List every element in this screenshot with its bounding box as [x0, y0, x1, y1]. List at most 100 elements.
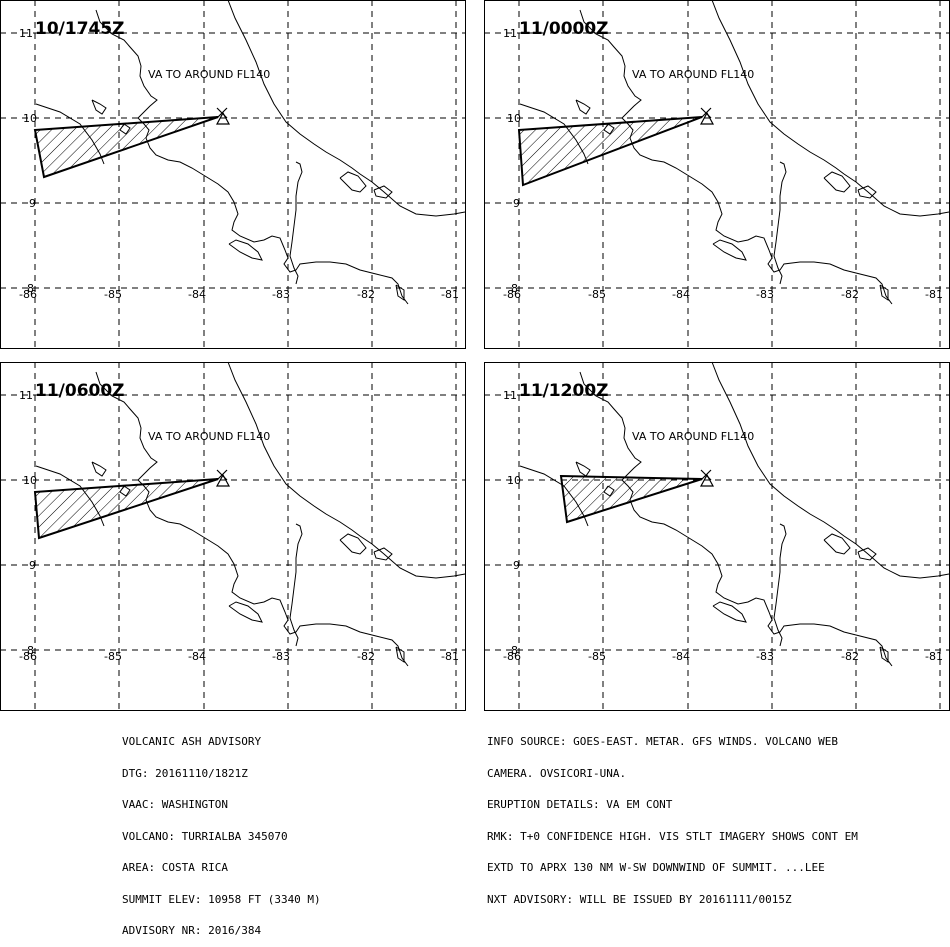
- coastline: [339, 171, 367, 193]
- latitude-label: 11: [503, 27, 517, 40]
- latitude-label: 10: [507, 112, 521, 125]
- volcano-x-icon: [700, 469, 712, 481]
- ash-cloud-outline: [33, 478, 219, 540]
- panel-frame: [0, 0, 466, 349]
- coastline: [228, 601, 263, 623]
- info-line: INFO SOURCE: GOES-EAST. METAR. GFS WINDS…: [487, 735, 838, 748]
- coastline: [95, 371, 409, 667]
- coastline: [575, 99, 591, 115]
- coastline: [227, 361, 466, 579]
- longitude-label: -86: [19, 288, 37, 301]
- map-panel: 11/1200Z VA TO AROUND FL140 11 10 9 8-86 -85 -8…: [484, 361, 950, 711]
- coastline: [373, 547, 393, 561]
- info-line: RMK: T+0 CONFIDENCE HIGH. VIS STLT IMAGE…: [487, 829, 858, 843]
- longitude-label: -81: [925, 288, 943, 301]
- coastline: [91, 461, 107, 477]
- latitude-label: 8: [511, 282, 518, 295]
- longitude-label: -85: [104, 650, 122, 663]
- panel-frame: [484, 0, 950, 349]
- longitude-label: -84: [188, 650, 206, 663]
- coastline: [373, 185, 393, 199]
- info-line: NXT ADVISORY: WILL BE ISSUED BY 20161111…: [487, 892, 792, 906]
- info-line: DTG: 20161110/1821Z: [122, 766, 248, 780]
- panel-frame: [484, 362, 950, 711]
- map-panel: 10/1745Z VA TO AROUND FL140 11 10 9 8-86 -85 -8…: [0, 0, 466, 349]
- ash-cloud-outline: [33, 116, 219, 179]
- info-line: SUMMIT ELEV: 10958 FT (3340 M): [122, 892, 321, 906]
- coastline: [773, 523, 787, 647]
- coastline: [289, 161, 303, 285]
- longitude-label: -83: [756, 650, 774, 663]
- longitude-label: -81: [441, 288, 459, 301]
- longitude-label: -85: [588, 288, 606, 301]
- va-level-label: VA TO AROUND FL140: [148, 430, 270, 443]
- longitude-label: -86: [503, 650, 521, 663]
- panel-time-label: 11/0600Z: [35, 381, 125, 401]
- volcano-x-icon: [216, 107, 228, 119]
- longitude-label: -84: [188, 288, 206, 301]
- latitude-label: 8: [511, 644, 518, 657]
- coastline: [579, 371, 893, 667]
- advisory-info-left: VOLCANIC ASH ADVISORY DTG: 20161110/1821…: [122, 716, 321, 947]
- longitude-label: -82: [841, 650, 859, 663]
- coastline: [339, 533, 367, 555]
- coastline: [289, 523, 303, 647]
- longitude-label: -85: [104, 288, 122, 301]
- coastline: [879, 646, 889, 663]
- coastline: [823, 533, 851, 555]
- coastline: [857, 185, 877, 199]
- info-line: VAAC: WASHINGTON: [122, 798, 228, 811]
- latitude-label: 10: [507, 474, 521, 487]
- latitude-label: 8: [27, 282, 34, 295]
- longitude-label: -81: [441, 650, 459, 663]
- info-line: AREA: COSTA RICA: [122, 861, 228, 874]
- panel-time-label: 10/1745Z: [35, 19, 125, 39]
- info-line: CAMERA. OVSICORI-UNA.: [487, 766, 627, 780]
- coastline: [579, 9, 893, 305]
- latitude-label: 11: [19, 389, 33, 402]
- coastline: [95, 9, 409, 305]
- map-panel: 11/0600Z VA TO AROUND FL140 11 10 9 8-86 -85 -8…: [0, 361, 466, 711]
- info-line: VOLCANIC ASH ADVISORY: [122, 735, 262, 748]
- longitude-label: -85: [588, 650, 606, 663]
- latitude-label: 9: [513, 197, 520, 210]
- coastline: [712, 601, 747, 623]
- coastline: [711, 361, 950, 579]
- coastline: [91, 99, 107, 115]
- latitude-label: 9: [513, 559, 520, 572]
- longitude-label: -82: [357, 650, 375, 663]
- info-line: VOLCANO: TURRIALBA 345070: [122, 829, 288, 843]
- coastline: [395, 284, 405, 301]
- longitude-label: -83: [272, 288, 290, 301]
- latitude-label: 11: [503, 389, 517, 402]
- coastline: [395, 646, 405, 663]
- va-level-label: VA TO AROUND FL140: [148, 68, 270, 81]
- coastline: [711, 0, 950, 217]
- coastline: [773, 161, 787, 285]
- longitude-label: -86: [19, 650, 37, 663]
- latitude-label: 9: [29, 559, 36, 572]
- volcano-triangle-icon: [215, 111, 231, 125]
- coastline: [823, 171, 851, 193]
- longitude-label: -83: [756, 288, 774, 301]
- ash-cloud-outline: [517, 116, 703, 187]
- volcano-triangle-icon: [699, 111, 715, 125]
- longitude-label: -84: [672, 288, 690, 301]
- va-level-label: VA TO AROUND FL140: [632, 430, 754, 443]
- volcano-x-icon: [216, 469, 228, 481]
- info-line: ADVISORY NR: 2016/384: [122, 924, 262, 937]
- volcano-triangle-icon: [215, 473, 231, 487]
- coastline: [227, 0, 466, 217]
- coastline: [712, 239, 747, 261]
- info-line: EXTD TO APRX 130 NM W-SW DOWNWIND OF SUM…: [487, 861, 825, 874]
- latitude-label: 9: [29, 197, 36, 210]
- ash-cloud-outline: [559, 474, 703, 524]
- ash-cloud-fill: [561, 476, 702, 522]
- info-line: ERUPTION DETAILS: VA EM CONT: [487, 798, 673, 811]
- panel-time-label: 11/1200Z: [519, 381, 609, 401]
- coastline: [857, 547, 877, 561]
- longitude-label: -84: [672, 650, 690, 663]
- longitude-label: -83: [272, 650, 290, 663]
- latitude-label: 10: [23, 474, 37, 487]
- map-panel: 11/0000Z VA TO AROUND FL140 11 10 9 8-86 -85 -8…: [484, 0, 950, 349]
